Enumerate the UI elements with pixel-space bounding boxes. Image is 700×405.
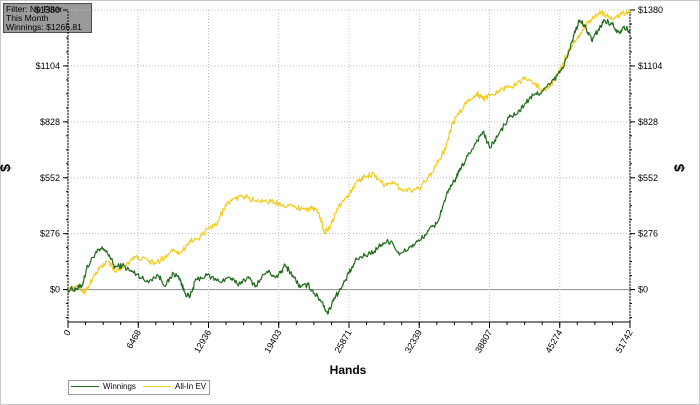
x-tick-label: 12936 — [192, 328, 213, 355]
legend-label-allin-ev: All-In EV — [175, 382, 207, 391]
x-tick-label: 32339 — [403, 328, 424, 355]
filter-info-box: Filter: No Filter This Month Winnings: $… — [3, 3, 92, 33]
legend-item-winnings: Winnings — [71, 382, 136, 391]
x-tick-label: 19403 — [262, 328, 283, 355]
y-tick-label-right: $1104 — [638, 61, 662, 71]
y-tick-label-left: $0 — [50, 285, 60, 295]
series-lines — [67, 8, 631, 315]
x-tick-label: 38807 — [473, 328, 494, 355]
y-tick-label-left: $1104 — [36, 61, 60, 71]
x-tick-label: 25871 — [333, 328, 354, 355]
grid-lines — [67, 9, 631, 323]
series-line-all-in-ev — [67, 8, 631, 295]
y-axis-right: $0 $276 $552 $828 $1104 $1380 — [630, 5, 663, 319]
period-label: This Month — [6, 13, 49, 23]
y-tick-label-left: $276 — [40, 229, 60, 239]
legend-swatch-allin-ev — [143, 386, 171, 387]
legend: Winnings All-In EV — [68, 380, 210, 395]
y-tick-label-left: $1380 — [35, 5, 60, 15]
y-axis-label-right: $ — [671, 164, 687, 172]
x-axis-label: Hands — [330, 363, 367, 377]
x-tick-label: 45274 — [543, 328, 564, 355]
y-axis-label-left: $ — [0, 164, 13, 172]
y-tick-label-right: $276 — [638, 229, 658, 239]
series-line-winnings — [67, 18, 631, 315]
y-tick-label-right: $828 — [638, 117, 658, 127]
x-tick-label: 51742 — [614, 328, 635, 355]
winnings-summary: Winnings: $1266.81 — [6, 22, 82, 32]
x-axis: 0 6468 12936 19403 25871 32339 38807 45274 51742 — [62, 322, 635, 355]
y-tick-label-left: $552 — [40, 173, 60, 183]
y-tick-label-right: $1380 — [638, 5, 663, 15]
y-axis-left: $0 $276 $552 $828 $1104 $1380 — [35, 5, 68, 319]
x-tick-label: 6468 — [124, 328, 143, 350]
y-tick-label-left: $828 — [40, 117, 60, 127]
y-tick-label-right: $552 — [638, 173, 658, 183]
y-tick-label-right: $0 — [638, 285, 648, 295]
legend-swatch-winnings — [71, 386, 99, 387]
filter-label: Filter: No Filter — [6, 4, 63, 14]
legend-item-allin-ev: All-In EV — [143, 382, 206, 391]
legend-label-winnings: Winnings — [103, 382, 136, 391]
x-tick-label: 0 — [62, 328, 73, 337]
